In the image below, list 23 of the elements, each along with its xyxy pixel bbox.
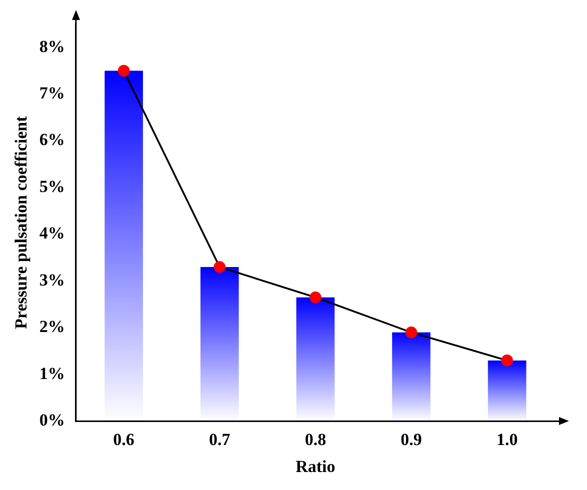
y-tick-label: 8% bbox=[39, 36, 65, 56]
y-tick-label: 0% bbox=[39, 410, 65, 430]
x-tick-label: 0.7 bbox=[209, 430, 231, 449]
y-tick-label: 7% bbox=[39, 83, 65, 102]
y-tick-label: 5% bbox=[39, 176, 65, 196]
y-tick-label: 3% bbox=[39, 270, 65, 290]
point bbox=[118, 64, 130, 77]
bar bbox=[488, 360, 526, 422]
y-tick-label: 4% bbox=[39, 224, 65, 243]
x-tick-label: 0.6 bbox=[113, 430, 134, 449]
y-axis-title: Pressure pulsation coefficient bbox=[12, 116, 31, 329]
y-tick-label: 6% bbox=[39, 130, 65, 150]
point bbox=[214, 261, 226, 273]
y-tick-label: 1% bbox=[39, 364, 65, 383]
x-axis-title: Ratio bbox=[296, 457, 336, 476]
bar bbox=[392, 332, 430, 422]
x-tick-label: 1.0 bbox=[496, 430, 518, 449]
x-tick-label: 0.8 bbox=[304, 430, 326, 449]
point bbox=[310, 291, 322, 304]
point bbox=[501, 354, 513, 366]
point bbox=[405, 326, 418, 338]
x-tick-label: 0.9 bbox=[400, 430, 422, 449]
y-tick-label: 2% bbox=[39, 317, 65, 336]
